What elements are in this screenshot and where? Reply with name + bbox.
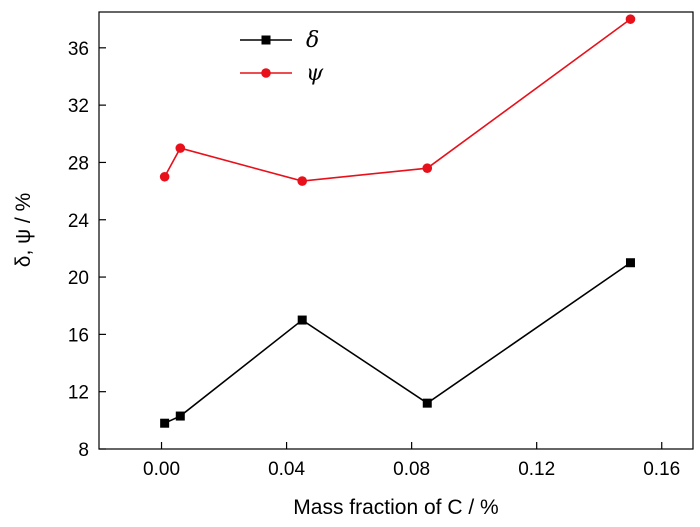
data-point bbox=[422, 398, 432, 408]
x-tick-label: 0.04 bbox=[268, 459, 305, 480]
plot-frame bbox=[98, 11, 694, 450]
series-delta bbox=[160, 258, 635, 428]
data-point bbox=[159, 171, 170, 182]
y-tick-label: 8 bbox=[78, 440, 89, 461]
y-tick-label: 36 bbox=[68, 39, 89, 60]
legend: δψ bbox=[240, 28, 324, 86]
data-point bbox=[625, 14, 636, 24]
y-tick-label: 24 bbox=[68, 211, 90, 232]
y-tick-label: 12 bbox=[68, 383, 89, 404]
x-tick-label: 0.08 bbox=[393, 459, 430, 480]
data-point bbox=[625, 258, 635, 268]
axes-ticks: 0.00 0.04 0.08 0.12 0.16 8 12 16 20 24 28 32 36 bbox=[68, 39, 680, 480]
data-point bbox=[175, 411, 185, 421]
legend-item: ψ bbox=[240, 61, 324, 86]
data-point bbox=[297, 315, 307, 325]
y-tick-label: 20 bbox=[68, 268, 89, 289]
x-tick-label: 0.12 bbox=[518, 459, 555, 480]
series-psi bbox=[159, 14, 636, 186]
x-axis-title: Mass fraction of C / % bbox=[293, 496, 498, 519]
legend-label: δ bbox=[306, 28, 319, 53]
legend-marker bbox=[261, 35, 271, 45]
x-tick-label: 0.16 bbox=[643, 459, 680, 480]
x-tick-label: 0.00 bbox=[143, 459, 180, 480]
data-point bbox=[175, 143, 186, 153]
data-point bbox=[160, 418, 170, 428]
y-tick-label: 28 bbox=[68, 153, 89, 174]
y-axis-title: δ, ψ / % bbox=[12, 193, 35, 268]
series-line bbox=[163, 18, 631, 182]
series-layer bbox=[159, 14, 636, 428]
legend-marker bbox=[261, 68, 271, 78]
series-line bbox=[164, 262, 631, 424]
data-point bbox=[297, 176, 308, 186]
y-tick-label: 16 bbox=[68, 325, 89, 346]
y-tick-label: 32 bbox=[68, 96, 89, 117]
data-point bbox=[422, 163, 433, 173]
legend-item: δ bbox=[240, 28, 319, 53]
legend-label: ψ bbox=[306, 61, 324, 86]
